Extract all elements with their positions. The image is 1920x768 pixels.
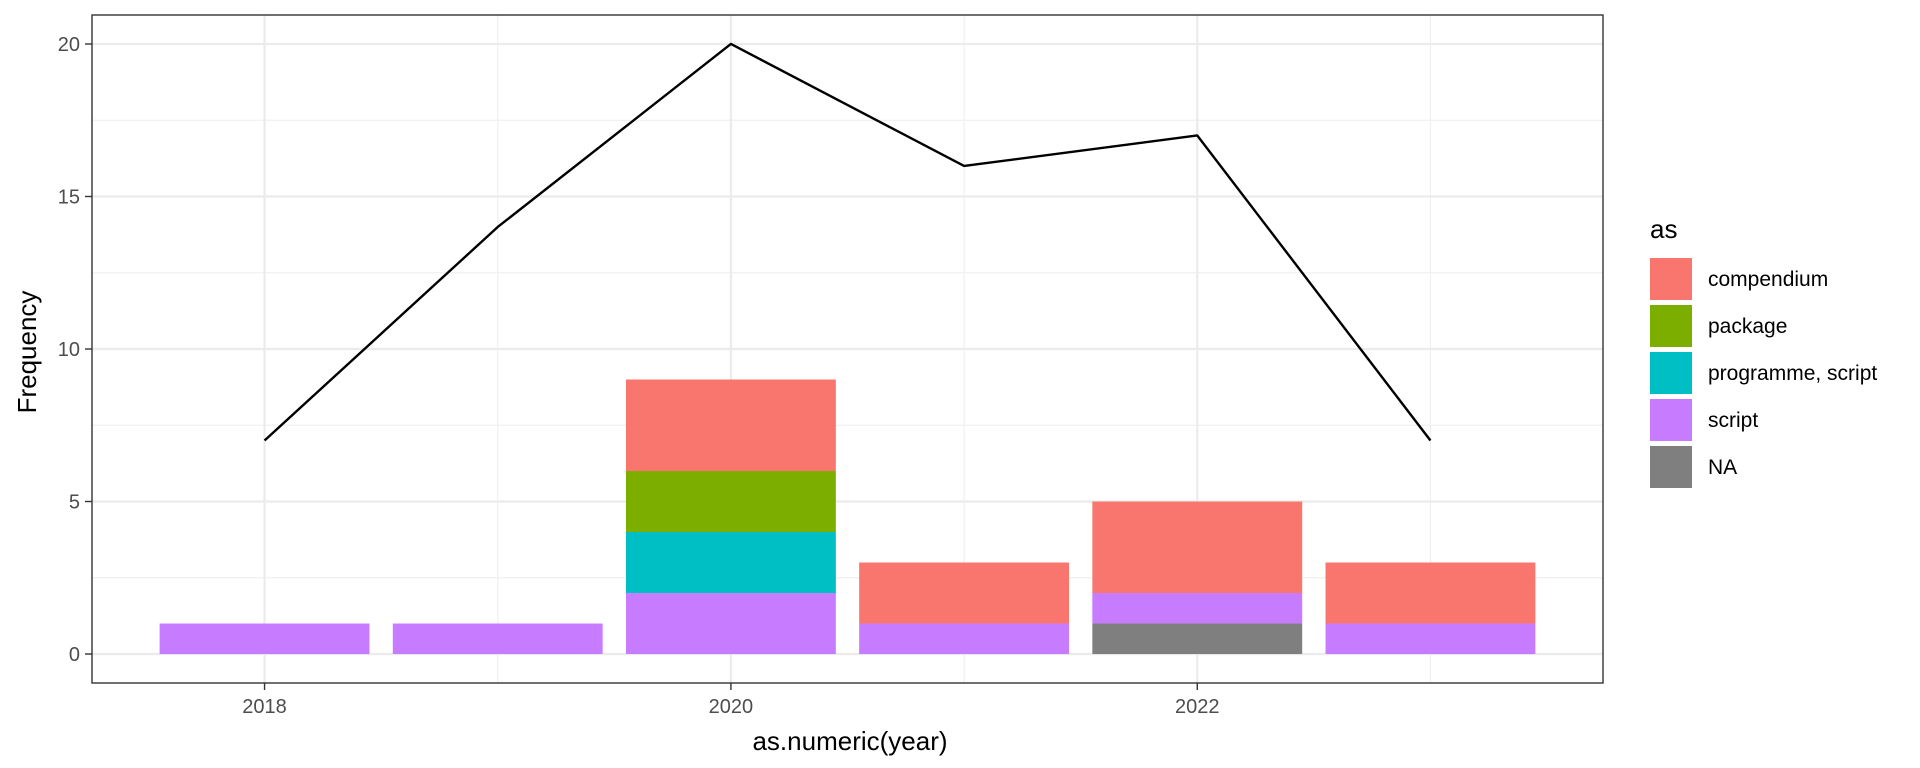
bar-2022-na [1092,623,1303,655]
stacked-bars [159,379,1536,655]
legend-key-na [1650,446,1692,488]
bar-2021-script [859,623,1070,655]
y-axis-title: Frequency [12,291,42,414]
frequency-line-layer [263,42,1432,442]
bar-2023-compendium [1325,562,1536,624]
legend-label-na: NA [1708,456,1737,479]
legend-key-package [1650,305,1692,347]
bar-2022-compendium [1092,501,1303,594]
legend-key-compendium [1650,258,1692,300]
legend-label-script: script [1708,409,1758,432]
bar-2020-programme-script [625,532,836,594]
bar-2018-script [159,623,370,655]
axis-tick-labels: 0 5 10 15 20 2018 2020 2022 [58,34,1220,718]
y-tick-label: 0 [69,644,80,666]
x-tick-label: 2018 [242,696,287,718]
bar-2020-package [625,471,836,533]
legend-title: as [1650,214,1677,244]
axis-ticks [85,43,1198,690]
legend-label-programme-script: programme, script [1708,362,1877,385]
y-tick-label: 20 [58,34,80,56]
legend-label-compendium: compendium [1708,268,1828,291]
bar-2022-script [1092,593,1303,624]
bar-2023-script [1325,623,1536,655]
x-tick-label: 2020 [709,696,754,718]
y-tick-label: 10 [58,339,80,361]
y-tick-label: 15 [58,186,80,208]
legend-key-programme-script [1650,352,1692,394]
bar-2020-compendium [625,379,836,472]
frequency-line [263,42,1432,442]
bar-2019-script [392,623,603,655]
legend-key-script [1650,399,1692,441]
bar-2021-compendium [859,562,1070,624]
x-tick-label: 2022 [1175,696,1220,718]
legend: as compendium package programme, script scr… [1650,214,1877,488]
y-tick-label: 5 [69,492,80,514]
bar-2020-script [625,593,836,655]
legend-label-package: package [1708,315,1787,338]
legend-items: compendium package programme, script script… [1650,258,1877,488]
x-axis-title: as.numeric(year) [752,726,947,756]
